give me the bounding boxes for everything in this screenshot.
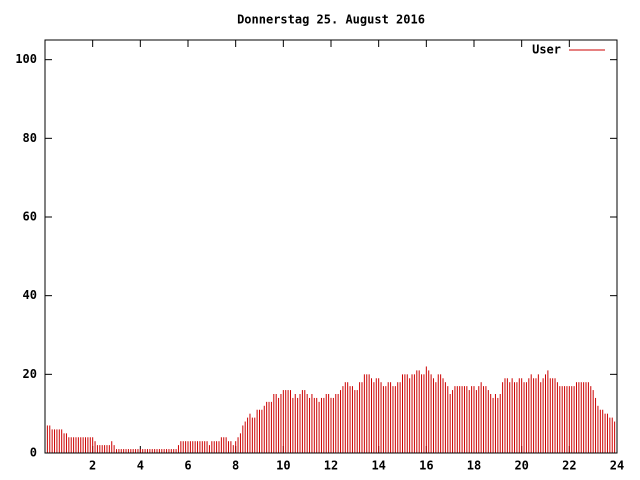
x-tick-label: 8 bbox=[232, 459, 239, 473]
y-tick-label: 100 bbox=[15, 52, 37, 66]
x-tick-label: 4 bbox=[137, 459, 144, 473]
x-tick-label: 20 bbox=[514, 459, 528, 473]
plot-border bbox=[44, 39, 618, 454]
x-tick-label: 18 bbox=[467, 459, 481, 473]
y-tick-label: 0 bbox=[30, 446, 37, 460]
x-tick-label: 6 bbox=[184, 459, 191, 473]
x-tick-label: 14 bbox=[371, 459, 385, 473]
chart-title: Donnerstag 25. August 2016 bbox=[237, 13, 425, 27]
x-tick-label: 12 bbox=[324, 459, 338, 473]
y-tick-label: 80 bbox=[23, 131, 37, 145]
x-tick-label: 22 bbox=[562, 459, 576, 473]
legend-label: User bbox=[532, 43, 561, 57]
x-tick-label: 16 bbox=[419, 459, 433, 473]
y-tick-label: 20 bbox=[23, 367, 37, 381]
y-tick-label: 60 bbox=[23, 210, 37, 224]
x-tick-label: 24 bbox=[610, 459, 624, 473]
x-tick-label: 2 bbox=[89, 459, 96, 473]
x-tick-label: 10 bbox=[276, 459, 290, 473]
y-tick-label: 40 bbox=[23, 288, 37, 302]
